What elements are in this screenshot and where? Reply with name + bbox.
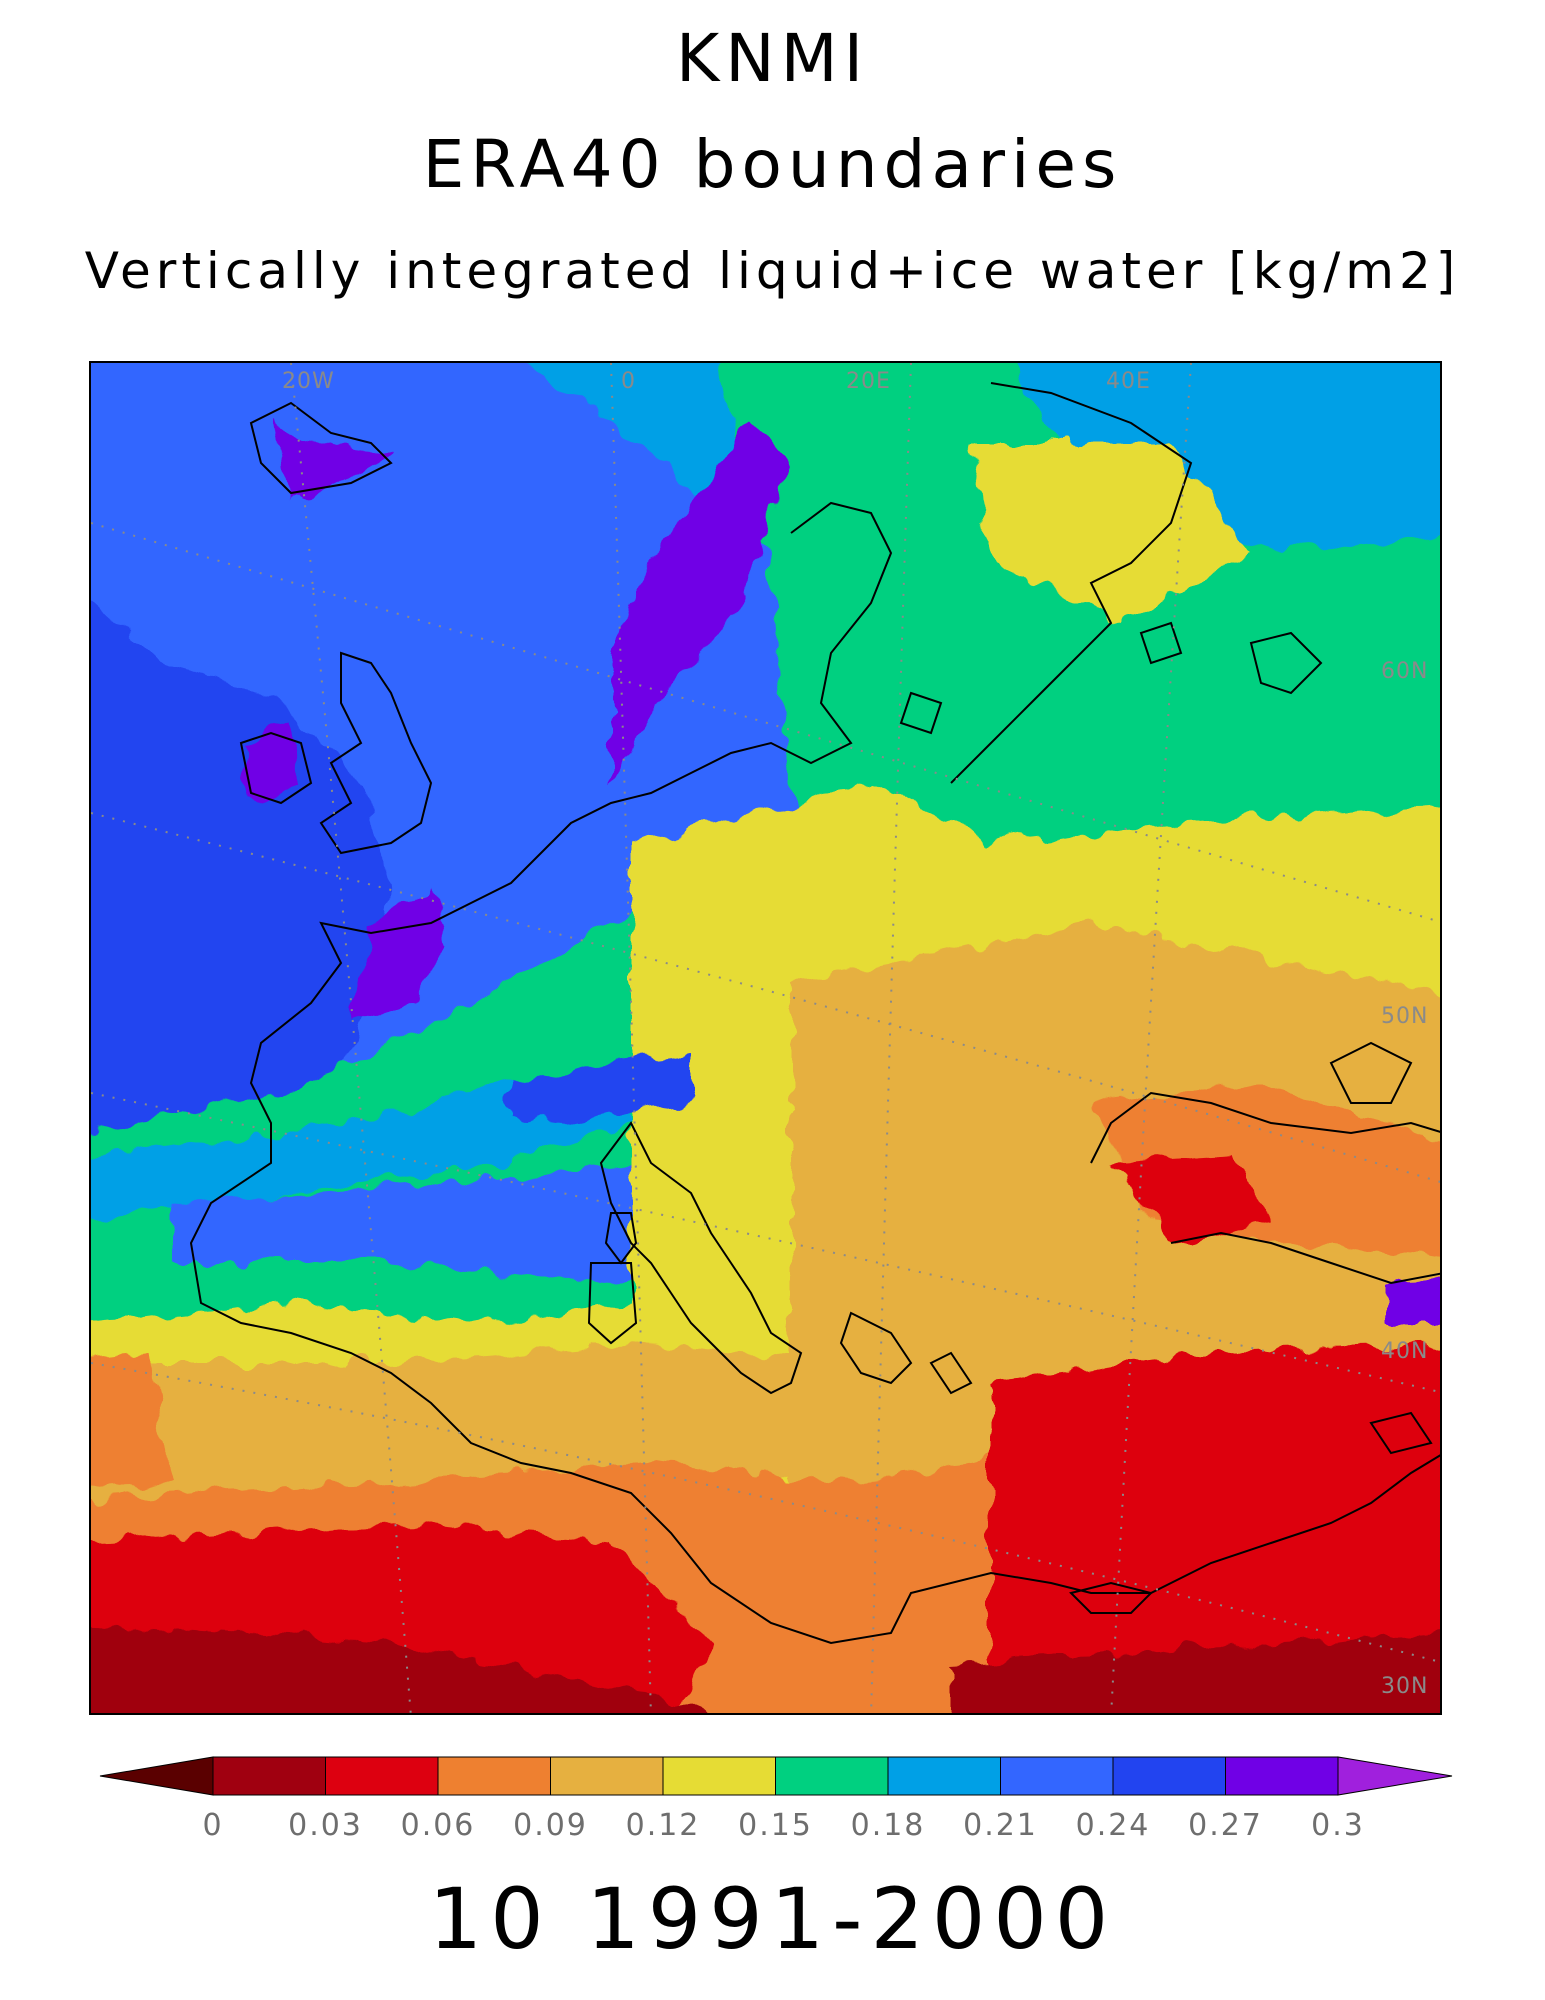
map-panel: 20W 0 20E 40E 60N 50N 40N 30N <box>89 361 1442 1715</box>
colorbar-over-triangle <box>1337 1756 1453 1796</box>
colorbar-tick-label: 0 <box>202 1808 224 1843</box>
colorbar-bin <box>1000 1756 1114 1796</box>
colorbar-bin <box>325 1756 439 1796</box>
lat-label-40n: 40N <box>1381 1339 1429 1364</box>
colorbar-under-triangle <box>99 1756 214 1796</box>
colorbar <box>99 1756 1453 1796</box>
lat-label-60n: 60N <box>1381 659 1429 684</box>
lat-label-30n: 30N <box>1381 1674 1429 1699</box>
colorbar-tick-label: 0.24 <box>1075 1808 1151 1843</box>
lon-label-20e: 20E <box>846 369 891 394</box>
colorbar-bin <box>887 1756 1001 1796</box>
colorbar-tick-label: 0.03 <box>288 1808 363 1843</box>
lon-label-20w: 20W <box>282 369 335 394</box>
colorbar-bin <box>1112 1756 1226 1796</box>
colorbar-bin <box>212 1756 326 1796</box>
colorbar-tick-label: 0.27 <box>1188 1808 1263 1843</box>
colorbar-tick-label: 0.12 <box>625 1808 701 1843</box>
colorbar-tick-label: 0.06 <box>400 1808 476 1843</box>
colorbar-tick-label: 0.09 <box>513 1808 588 1843</box>
lon-label-0: 0 <box>621 369 636 394</box>
colorbar-bin <box>550 1756 664 1796</box>
colorbar-tick-label: 0.3 <box>1311 1808 1365 1843</box>
colorbar-tick-label: 0.21 <box>963 1808 1038 1843</box>
coastlines <box>189 382 1440 1645</box>
title-variable: Vertically integrated liquid+ice water [… <box>84 242 1461 300</box>
lon-label-40e: 40E <box>1106 369 1151 394</box>
lat-label-50n: 50N <box>1381 1004 1429 1029</box>
graticule <box>91 363 1440 1713</box>
colorbar-bin <box>437 1756 551 1796</box>
colorbar-tick-label: 0.15 <box>738 1808 813 1843</box>
field-shading <box>91 363 1440 1713</box>
colorbar-tick-label: 0.18 <box>850 1808 926 1843</box>
colorbar-bin <box>662 1756 776 1796</box>
colorbar-bin <box>775 1756 889 1796</box>
field-map <box>91 363 1440 1713</box>
title-dataset: ERA40 boundaries <box>422 126 1123 203</box>
colorbar-bin <box>1225 1756 1339 1796</box>
title-institution: KNMI <box>675 20 870 97</box>
time-period-label: 10 1991-2000 <box>428 1870 1117 1968</box>
